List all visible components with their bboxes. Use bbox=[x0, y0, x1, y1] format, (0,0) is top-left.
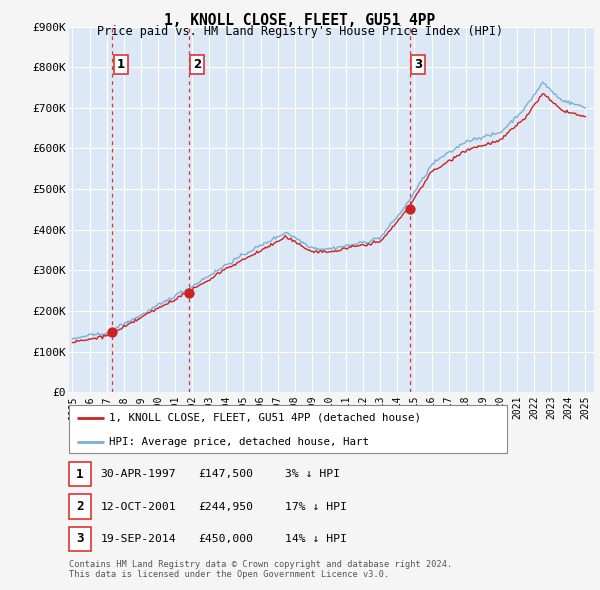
Text: 3% ↓ HPI: 3% ↓ HPI bbox=[285, 469, 340, 479]
Text: 30-APR-1997: 30-APR-1997 bbox=[100, 469, 176, 479]
Text: HPI: Average price, detached house, Hart: HPI: Average price, detached house, Hart bbox=[109, 437, 368, 447]
Text: 1: 1 bbox=[76, 467, 84, 481]
Text: 14% ↓ HPI: 14% ↓ HPI bbox=[285, 534, 347, 544]
Text: 2: 2 bbox=[193, 58, 201, 71]
Text: 2: 2 bbox=[76, 500, 84, 513]
Point bbox=[184, 288, 193, 297]
Text: 17% ↓ HPI: 17% ↓ HPI bbox=[285, 502, 347, 512]
Text: 3: 3 bbox=[414, 58, 422, 71]
Text: £244,950: £244,950 bbox=[198, 502, 253, 512]
Point bbox=[107, 327, 117, 337]
Text: 12-OCT-2001: 12-OCT-2001 bbox=[100, 502, 176, 512]
Text: 19-SEP-2014: 19-SEP-2014 bbox=[100, 534, 176, 544]
Text: 3: 3 bbox=[76, 532, 84, 546]
Text: £147,500: £147,500 bbox=[198, 469, 253, 479]
Text: £450,000: £450,000 bbox=[198, 534, 253, 544]
Text: Contains HM Land Registry data © Crown copyright and database right 2024.
This d: Contains HM Land Registry data © Crown c… bbox=[69, 560, 452, 579]
Text: 1, KNOLL CLOSE, FLEET, GU51 4PP: 1, KNOLL CLOSE, FLEET, GU51 4PP bbox=[164, 13, 436, 28]
Text: 1, KNOLL CLOSE, FLEET, GU51 4PP (detached house): 1, KNOLL CLOSE, FLEET, GU51 4PP (detache… bbox=[109, 413, 421, 423]
Text: Price paid vs. HM Land Registry's House Price Index (HPI): Price paid vs. HM Land Registry's House … bbox=[97, 25, 503, 38]
Point bbox=[405, 205, 415, 214]
Text: 1: 1 bbox=[116, 58, 125, 71]
